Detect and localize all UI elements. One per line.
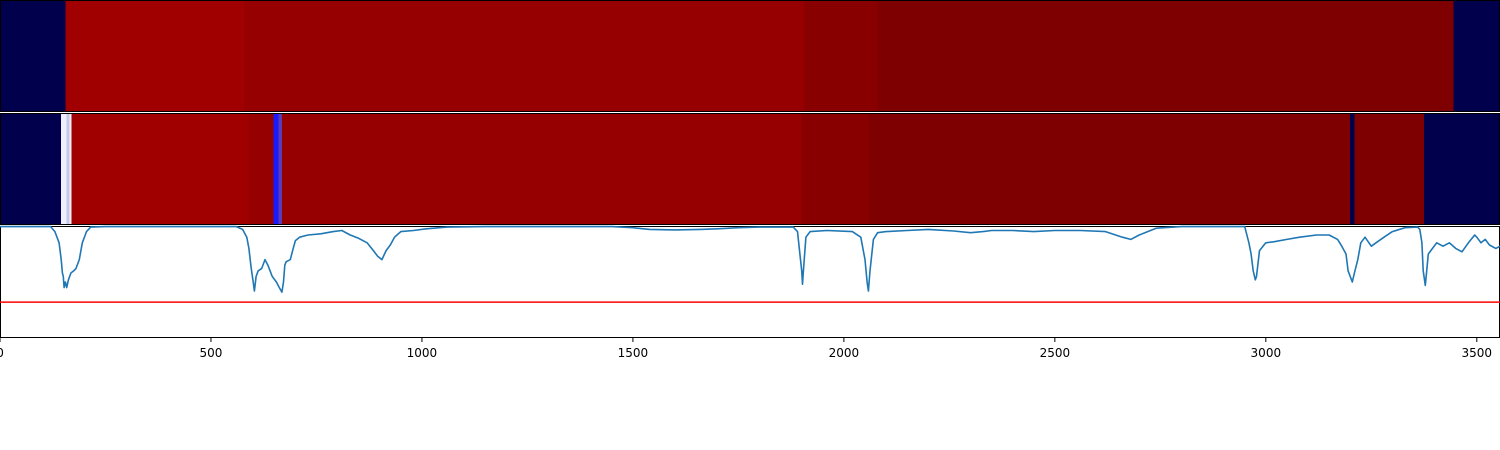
signal-line <box>0 225 1500 293</box>
signal-line-panel <box>0 225 1500 338</box>
heatmap-cell <box>0 113 62 225</box>
x-tick-label: 1000 <box>407 346 438 360</box>
x-tick-label: 1500 <box>618 346 649 360</box>
x-tick-label: 2500 <box>1040 346 1071 360</box>
heatmap-cell <box>1350 113 1355 225</box>
heatmap-cell <box>248 113 274 225</box>
heatmap-cell <box>801 113 870 225</box>
heatmap-cell <box>1424 113 1500 225</box>
heatmap-cell <box>61 113 67 225</box>
heatmap-cell <box>71 113 249 225</box>
heatmap-cell <box>803 0 878 112</box>
heatmap-cell <box>281 113 802 225</box>
heatmap-row-middle <box>0 113 1500 225</box>
heatmap-cell <box>877 0 1454 112</box>
x-tick-label: 3500 <box>1462 346 1493 360</box>
heatmap-cell <box>66 113 70 225</box>
heatmap-row-top <box>0 0 1500 112</box>
line-panel-frame <box>0 226 1500 338</box>
heatmap-cell <box>273 113 279 225</box>
x-tick-label: 3000 <box>1251 346 1282 360</box>
heatmap-cell <box>278 113 282 225</box>
x-tick-label: 0 <box>0 346 4 360</box>
heatmap-cell <box>69 113 72 225</box>
x-tick-label: 2000 <box>829 346 860 360</box>
heatmap-cell <box>65 0 245 112</box>
x-axis: 0 500 1000 1500 2000 2500 3000 3500 <box>0 338 1492 360</box>
heatmap-cell <box>1354 113 1425 225</box>
heatmap-cell <box>1453 0 1500 112</box>
heatmap-cell <box>0 0 66 112</box>
heatmap-cell <box>244 0 804 112</box>
x-tick-label: 500 <box>200 346 223 360</box>
heatmap-cell <box>869 113 1351 225</box>
